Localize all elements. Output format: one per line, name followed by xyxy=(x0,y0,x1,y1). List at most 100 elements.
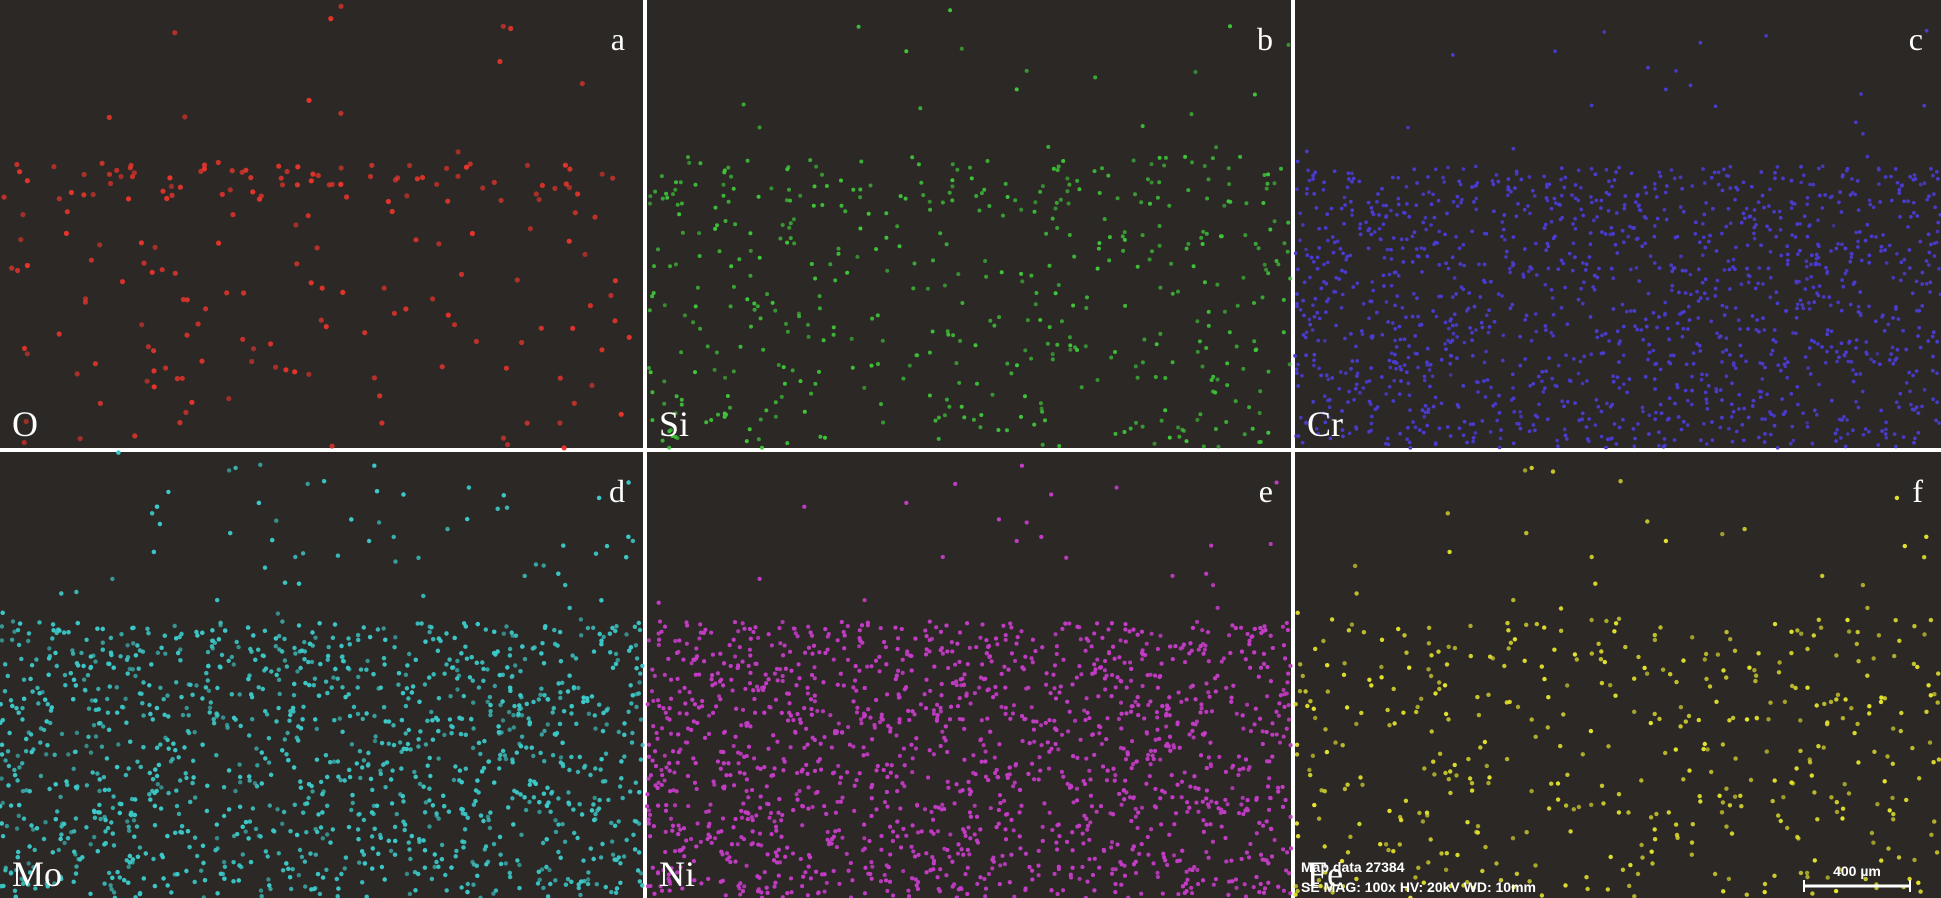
dot xyxy=(1553,383,1557,388)
dot xyxy=(1734,185,1738,190)
dot xyxy=(679,201,684,206)
dot xyxy=(97,400,103,406)
dot xyxy=(1683,291,1688,295)
dot xyxy=(1705,407,1710,411)
dot xyxy=(1728,353,1732,357)
dot xyxy=(498,702,503,708)
dot xyxy=(1483,395,1488,399)
dot xyxy=(1867,304,1871,309)
dot xyxy=(20,761,25,766)
dot xyxy=(1667,396,1672,401)
dot xyxy=(1367,399,1372,404)
dot xyxy=(298,779,303,784)
dot xyxy=(176,755,181,760)
dot xyxy=(519,832,524,837)
dot xyxy=(1544,369,1548,374)
dot xyxy=(1796,402,1800,407)
dot xyxy=(1662,437,1667,441)
dot xyxy=(925,286,930,291)
dot xyxy=(339,654,345,660)
dot xyxy=(1211,389,1215,394)
dot xyxy=(1716,182,1721,187)
dot xyxy=(566,800,571,805)
dot xyxy=(1167,435,1172,440)
dot xyxy=(1720,188,1725,193)
dot xyxy=(1083,344,1088,349)
dot xyxy=(1429,223,1433,227)
dot xyxy=(931,258,935,263)
dot xyxy=(1298,238,1302,243)
dot xyxy=(1323,420,1328,425)
dot xyxy=(386,741,391,746)
dot xyxy=(1482,278,1486,283)
panel-letter: b xyxy=(1257,21,1273,57)
dot xyxy=(1396,196,1401,201)
dot xyxy=(383,785,388,790)
dot xyxy=(347,774,353,780)
dot xyxy=(1396,273,1401,278)
dot xyxy=(1716,170,1721,175)
dot xyxy=(250,717,255,722)
dot xyxy=(628,789,633,794)
dot xyxy=(1556,267,1560,272)
dot xyxy=(1533,312,1538,316)
dot xyxy=(211,721,217,726)
dot xyxy=(1471,439,1475,444)
dot xyxy=(1772,328,1777,332)
dot xyxy=(349,807,354,813)
dot xyxy=(1553,49,1557,53)
dot xyxy=(1406,125,1410,130)
dot xyxy=(1791,331,1795,335)
dot xyxy=(59,591,64,596)
dot xyxy=(1503,238,1507,242)
dot xyxy=(1577,418,1582,423)
dot xyxy=(1929,242,1933,247)
dot xyxy=(650,418,655,423)
dot xyxy=(1737,407,1741,411)
dot xyxy=(567,166,573,172)
dot xyxy=(836,246,841,251)
dot xyxy=(975,381,979,386)
dot xyxy=(870,316,875,321)
dot xyxy=(457,768,463,773)
dot xyxy=(1170,360,1175,365)
dot xyxy=(1486,330,1491,335)
dot xyxy=(1665,326,1670,331)
dot xyxy=(1371,288,1375,293)
dot xyxy=(319,285,325,291)
dot xyxy=(955,167,960,172)
dot xyxy=(229,654,235,660)
dot xyxy=(567,673,572,678)
map-panel: bSi xyxy=(647,0,1293,450)
dot xyxy=(788,221,793,226)
dot xyxy=(821,338,826,343)
dot xyxy=(1134,420,1138,425)
dot xyxy=(81,677,87,682)
dot xyxy=(1482,360,1487,365)
dot xyxy=(942,413,947,418)
dot xyxy=(31,865,36,870)
dot xyxy=(1422,378,1427,383)
dot xyxy=(1514,172,1519,176)
dot xyxy=(501,631,506,636)
dot xyxy=(1835,427,1839,432)
dot xyxy=(21,439,27,446)
dot xyxy=(1084,306,1089,310)
dot xyxy=(1573,183,1578,187)
dot xyxy=(524,745,529,750)
dot xyxy=(1294,367,1299,372)
dot xyxy=(395,175,401,181)
dot xyxy=(1579,286,1583,291)
dot xyxy=(465,889,470,895)
dot xyxy=(182,114,188,120)
dot xyxy=(407,847,412,852)
dot xyxy=(1122,430,1127,434)
dot xyxy=(1033,200,1038,205)
dot xyxy=(1606,209,1611,213)
dot xyxy=(1595,215,1599,219)
dot xyxy=(394,811,399,817)
dot xyxy=(1459,200,1463,205)
dot xyxy=(1761,316,1765,320)
dot xyxy=(1446,266,1451,271)
dot xyxy=(1768,432,1773,437)
